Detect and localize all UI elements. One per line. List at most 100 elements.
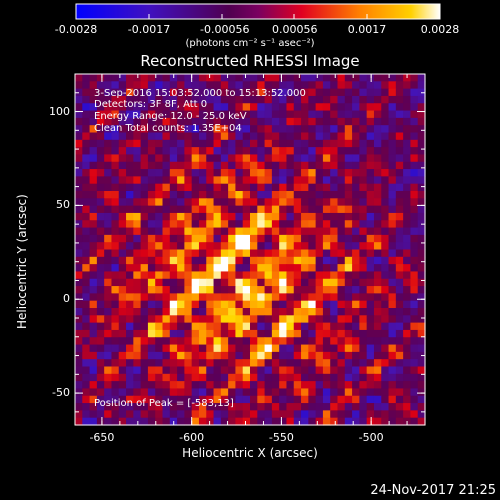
heatmap-pixel [213, 147, 222, 156]
heatmap-pixel [359, 110, 368, 119]
heatmap-pixel [140, 139, 149, 148]
heatmap-pixel [403, 381, 412, 390]
heatmap-pixel [257, 344, 266, 353]
heatmap-pixel [169, 403, 178, 411]
heatmap-pixel [133, 117, 142, 126]
heatmap-pixel [228, 351, 237, 360]
heatmap-pixel [198, 198, 207, 207]
heatmap-pixel [75, 293, 83, 302]
heatmap-pixel [235, 88, 244, 97]
heatmap-pixel [140, 212, 149, 221]
heatmap-pixel [315, 147, 324, 156]
heatmap-pixel [147, 212, 156, 221]
heatmap-pixel [388, 249, 397, 258]
heatmap-pixel [344, 103, 353, 112]
heatmap-pixel [301, 381, 309, 390]
heatmap-pixel [286, 264, 295, 273]
heatmap-pixel [337, 286, 346, 294]
heatmap-pixel [286, 322, 295, 331]
heatmap-pixel [373, 286, 382, 294]
heatmap-pixel [257, 103, 266, 112]
heatmap-pixel [191, 81, 200, 90]
heatmap-pixel [206, 351, 215, 360]
heatmap-pixel [140, 242, 149, 251]
heatmap-pixel [111, 373, 120, 382]
heatmap-pixel [271, 322, 280, 331]
heatmap-pixel [250, 198, 258, 207]
heatmap-pixel [337, 329, 346, 338]
heatmap-pixel [264, 278, 273, 287]
heatmap-pixel [162, 183, 171, 192]
heatmap-pixel [126, 227, 134, 236]
heatmap-pixel [250, 103, 258, 112]
heatmap-pixel [366, 322, 375, 331]
heatmap-pixel [198, 344, 207, 353]
heatmap-pixel [395, 351, 404, 360]
heatmap-pixel [184, 417, 193, 426]
heatmap-pixel [257, 147, 266, 156]
colorbar-tick-label: -0.00056 [200, 23, 250, 36]
heatmap-pixel [184, 154, 193, 163]
heatmap-pixel [198, 81, 207, 90]
heatmap-pixel [184, 351, 193, 360]
heatmap-pixel [286, 286, 295, 294]
heatmap-pixel [322, 308, 331, 316]
heatmap-pixel [242, 183, 251, 192]
heatmap-pixel [337, 125, 346, 134]
heatmap-pixel [381, 286, 390, 294]
heatmap-pixel [403, 403, 412, 411]
heatmap-pixel [322, 366, 331, 375]
heatmap-pixel [147, 242, 156, 251]
heatmap-pixel [308, 212, 317, 221]
heatmap-pixel [279, 205, 288, 214]
heatmap-pixel [344, 344, 353, 353]
heatmap-pixel [337, 139, 346, 148]
heatmap-pixel [235, 227, 244, 236]
heatmap-pixel [308, 183, 317, 192]
heatmap-pixel [147, 264, 156, 273]
heatmap-pixel [228, 198, 237, 207]
heatmap-pixel [301, 234, 309, 243]
heatmap-pixel [89, 249, 98, 258]
heatmap-pixel [242, 329, 251, 338]
heatmap-pixel [366, 344, 375, 353]
heatmap-pixel [293, 329, 302, 338]
heatmap-pixel [337, 147, 346, 156]
heatmap-pixel [155, 308, 164, 316]
heatmap-pixel [162, 366, 171, 375]
heatmap-pixel [177, 205, 185, 214]
heatmap-pixel [220, 329, 229, 338]
heatmap-pixel [293, 359, 302, 368]
heatmap-pixel [235, 161, 244, 170]
heatmap-pixel [322, 337, 331, 346]
heatmap-pixel [403, 154, 412, 163]
colorbar-tick-label: 0.0028 [420, 23, 460, 36]
heatmap-pixel [118, 351, 127, 360]
heatmap-pixel [177, 256, 185, 265]
heatmap-pixel [250, 351, 258, 360]
heatmap-pixel [264, 293, 273, 302]
heatmap-pixel [118, 139, 127, 148]
heatmap-pixel [257, 293, 266, 302]
x-tick-label: -550 [268, 431, 294, 444]
heatmap-pixel [279, 322, 288, 331]
heatmap-pixel [155, 88, 164, 97]
heatmap-pixel [301, 205, 309, 214]
heatmap-pixel [96, 183, 105, 192]
heatmap-pixel [184, 256, 193, 265]
heatmap-pixel [191, 110, 200, 119]
heatmap-pixel [301, 359, 309, 368]
heatmap-pixel [250, 110, 258, 119]
heatmap-pixel [388, 176, 397, 185]
heatmap-pixel [96, 147, 105, 156]
heatmap-pixel [162, 81, 171, 90]
heatmap-pixel [417, 249, 426, 258]
heatmap-pixel [111, 161, 120, 170]
heatmap-pixel [191, 322, 200, 331]
heatmap-pixel [381, 256, 390, 265]
heatmap-pixel [133, 249, 142, 258]
heatmap-pixel [184, 198, 193, 207]
heatmap-pixel [366, 410, 375, 419]
heatmap-pixel [264, 95, 273, 104]
heatmap-pixel [403, 198, 412, 207]
